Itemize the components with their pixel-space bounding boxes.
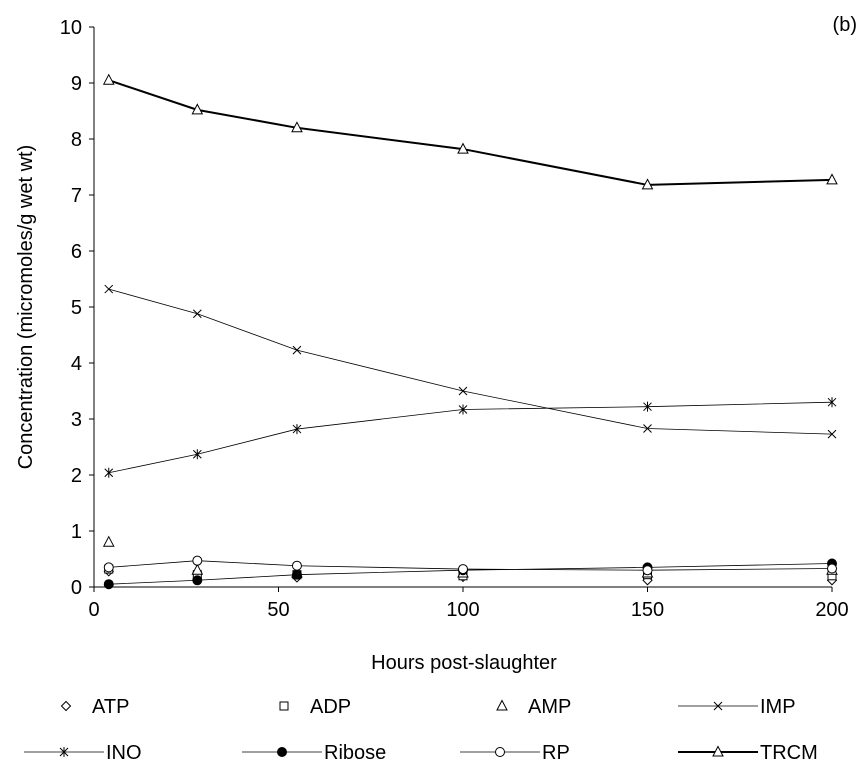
point-ribose <box>103 579 114 590</box>
series-line-ribose <box>108 563 833 585</box>
legend: ATP ADP AMP IMP INO Ribose RP TRCM <box>24 696 818 764</box>
point-trcm <box>291 121 303 133</box>
series-imp <box>104 284 837 439</box>
x-tick-label: 200 <box>815 599 848 621</box>
point-trcm <box>641 178 654 190</box>
legend-item-amp: AMP <box>496 696 571 718</box>
series-amp <box>102 535 838 578</box>
legend-item-imp: IMP <box>678 696 796 718</box>
y-tick-label: 9 <box>71 73 82 95</box>
y-tick-label: 5 <box>71 297 82 319</box>
point-imp <box>458 386 468 396</box>
point-ribose <box>291 569 302 580</box>
legend-item-ribose: Ribose <box>242 742 386 764</box>
point-rp <box>291 560 302 571</box>
point-imp <box>292 345 302 355</box>
series-adp <box>104 564 837 581</box>
legend-item-ino: INO <box>24 742 142 764</box>
legend-item-adp: ADP <box>279 696 351 718</box>
point-ino <box>643 401 652 412</box>
legend-label-amp: AMP <box>528 696 571 718</box>
legend-marker-ino <box>59 747 69 757</box>
legend-marker-ribose <box>277 747 287 757</box>
legend-label-ino: INO <box>106 742 142 764</box>
y-tick-label: 4 <box>71 353 82 375</box>
legend-label-atp: ATP <box>92 696 129 718</box>
x-tick-label: 150 <box>631 599 664 621</box>
chart-marks <box>102 73 838 590</box>
point-ino <box>458 404 468 415</box>
legend-marker-amp <box>496 699 508 711</box>
legend-marker-rp <box>495 747 505 757</box>
legend-marker-atp <box>60 700 72 712</box>
y-tick-label: 0 <box>71 577 82 599</box>
series-line-imp <box>108 288 833 435</box>
series-ribose <box>103 558 837 590</box>
x-axis-label: Hours post-slaughter <box>371 652 557 674</box>
y-tick-label: 10 <box>60 17 82 39</box>
legend-item-atp: ATP <box>60 696 129 718</box>
legend-marker-adp <box>279 701 289 711</box>
point-rp <box>103 562 114 573</box>
series-rp <box>103 555 837 576</box>
point-ino <box>104 467 114 478</box>
point-imp <box>827 429 837 439</box>
panel-label: (b) <box>833 14 857 36</box>
x-tick-label: 50 <box>267 599 289 621</box>
series-line-rp <box>108 560 833 571</box>
series-ino <box>104 397 837 478</box>
x-tick-label: 100 <box>446 599 479 621</box>
point-rp <box>458 564 468 575</box>
x-tick-label: 0 <box>88 599 99 621</box>
point-imp <box>104 284 114 294</box>
point-trcm <box>457 142 469 154</box>
legend-label-imp: IMP <box>760 696 796 718</box>
legend-label-trcm: TRCM <box>760 742 818 764</box>
legend-label-rp: RP <box>542 742 570 764</box>
point-amp <box>191 563 204 575</box>
y-tick-label: 3 <box>71 409 82 431</box>
y-tick-label: 6 <box>71 241 82 263</box>
y-tick-label: 8 <box>71 129 82 151</box>
legend-marker-imp <box>713 701 723 711</box>
point-imp <box>643 424 652 433</box>
legend-item-rp: RP <box>460 742 570 764</box>
point-rp <box>192 555 203 566</box>
y-tick-label: 2 <box>71 465 82 487</box>
point-rp <box>827 563 837 574</box>
point-amp <box>102 535 115 547</box>
point-ribose <box>192 575 203 586</box>
series-trcm <box>102 73 838 190</box>
legend-label-adp: ADP <box>310 696 351 718</box>
point-trcm <box>191 103 204 115</box>
point-ino <box>827 397 837 408</box>
point-imp <box>192 309 202 319</box>
y-tick-label: 7 <box>71 185 82 207</box>
series-line-trcm <box>108 79 833 186</box>
point-ino <box>192 449 202 460</box>
legend-item-trcm: TRCM <box>678 742 818 764</box>
point-trcm <box>826 173 838 185</box>
legend-label-ribose: Ribose <box>324 742 386 764</box>
series-line-ino <box>108 401 833 474</box>
point-rp <box>642 565 653 576</box>
y-axis-label: Concentration (micromoles/g wet wt) <box>15 145 37 470</box>
point-ino <box>292 424 302 435</box>
point-trcm <box>102 73 115 85</box>
legend-marker-trcm <box>712 745 724 757</box>
y-tick-label: 1 <box>71 521 82 543</box>
